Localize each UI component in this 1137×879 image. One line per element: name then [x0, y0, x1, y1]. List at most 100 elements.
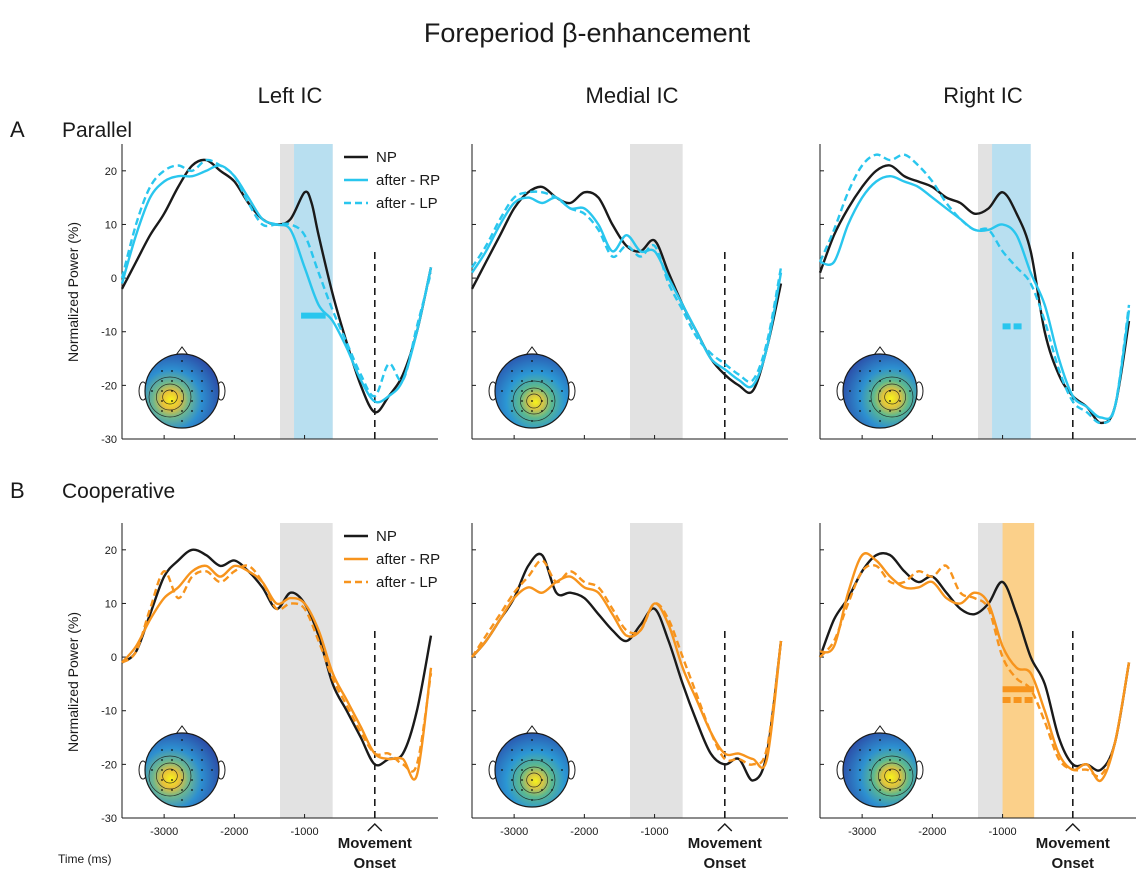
topomap-electrode-a-medial — [541, 410, 543, 412]
topomap-electrode-b-right — [899, 759, 901, 761]
topomap-electrode-a-right — [899, 390, 901, 392]
topomap-electrode-b-right — [879, 769, 881, 771]
x-tick-label-b-right: -2000 — [918, 826, 946, 838]
topomap-electrode-a-right — [849, 390, 851, 392]
topomap-contour-b-left-2 — [148, 755, 192, 797]
topomap-electrode-b-left — [201, 789, 203, 791]
x-tick-label-b-right: -1000 — [989, 826, 1017, 838]
topomap-electrode-b-medial — [551, 789, 553, 791]
series-line-a-medial-0 — [470, 185, 783, 395]
topomap-electrode-a-left — [171, 390, 173, 392]
movement-onset-label-b-right: Movement — [1036, 835, 1110, 852]
topomap-electrode-b-left — [181, 799, 183, 801]
topomap-electrode-b-left — [181, 759, 183, 761]
topomap-electrode-a-medial — [521, 400, 523, 402]
topomap-electrode-a-right — [889, 400, 891, 402]
movement-onset-label-b-medial: Movement — [688, 835, 762, 852]
topomap-electrode-b-medial — [551, 759, 553, 761]
topomap-electrode-a-right — [869, 400, 871, 402]
movement-onset-label-b-left: Movement — [338, 835, 412, 852]
topomap-electrode-a-right — [879, 360, 881, 362]
topomap-electrode-a-left — [191, 380, 193, 382]
series-line-a-medial-2 — [470, 190, 783, 383]
series-line-b-right-2 — [819, 563, 1131, 778]
topomap-electrode-b-right — [859, 759, 861, 761]
legend-label-a-left-2: after - LP — [376, 195, 438, 212]
topomap-electrode-b-right — [889, 789, 891, 791]
topomap-electrode-a-right — [859, 380, 861, 382]
topomap-contour-b-right-0 — [884, 768, 900, 784]
topomap-contour-a-right-1 — [877, 383, 906, 411]
topomap-electrode-a-right — [879, 400, 881, 402]
topomap-electrode-b-left — [171, 759, 173, 761]
topomap-electrode-b-left — [151, 769, 153, 771]
topomap-electrode-a-medial — [561, 390, 563, 392]
topomap-electrode-b-left — [181, 769, 183, 771]
topomap-electrode-a-medial — [511, 410, 513, 412]
onset-label-b-right: Onset — [1052, 855, 1095, 872]
topomap-electrode-a-right — [899, 380, 901, 382]
panel-a-right — [818, 144, 1136, 440]
topomap-nose-a-right — [873, 346, 887, 356]
topomap-electrode-b-medial — [531, 759, 533, 761]
topomap-electrode-b-right — [889, 769, 891, 771]
topomap-electrode-b-left — [171, 779, 173, 781]
topomap-electrode-b-right — [869, 769, 871, 771]
topomap-electrode-b-right — [899, 769, 901, 771]
topomap-electrode-b-right — [879, 789, 881, 791]
topomap-electrode-a-medial — [511, 390, 513, 392]
topomap-electrode-a-medial — [551, 390, 553, 392]
topomap-electrode-b-right — [869, 789, 871, 791]
panel-b-left: 20 10 0 -10 -20 -30 -3000 -2000 -1000 NP after - R… — [101, 523, 440, 872]
significance-window-a-right — [992, 144, 1031, 439]
topomap-electrode-a-left — [171, 380, 173, 382]
topomap-electrode-b-right — [879, 779, 881, 781]
topomap-electrode-b-medial — [511, 779, 513, 781]
topomap-nose-b-right — [873, 725, 887, 735]
topomap-electrode-a-left — [201, 370, 203, 372]
x-tick-label-b-left: -1000 — [291, 826, 319, 838]
topomap-electrode-b-medial — [531, 769, 533, 771]
topomap-electrode-a-left — [191, 370, 193, 372]
topomap-electrode-a-right — [909, 390, 911, 392]
topomap-electrode-b-medial — [511, 769, 513, 771]
topomap-electrode-a-right — [899, 400, 901, 402]
topomap-electrode-b-left — [191, 749, 193, 751]
column-title-medial: Medial IC — [586, 83, 679, 108]
topomap-electrode-a-left — [181, 380, 183, 382]
topomap-electrode-a-medial — [551, 400, 553, 402]
y-tick-label-b-left: -10 — [101, 706, 117, 718]
topomap-contour-a-right-0 — [884, 389, 900, 405]
topomap-electrode-a-left — [171, 370, 173, 372]
topomap-electrode-b-left — [161, 789, 163, 791]
topomap-electrode-a-medial — [551, 370, 553, 372]
series-line-b-left-1 — [121, 564, 433, 781]
topomap-electrode-a-left — [181, 410, 183, 412]
topomap-electrode-a-left — [171, 400, 173, 402]
topomap-electrode-b-right — [859, 779, 861, 781]
topomap-electrode-b-right — [889, 759, 891, 761]
y-axis-label-cooperative: Normalized Power (%) — [65, 612, 81, 752]
topomap-electrode-a-right — [879, 370, 881, 372]
topomap-electrode-a-left — [161, 410, 163, 412]
topomap-electrode-a-left — [181, 370, 183, 372]
legend-label-b-left-2: after - LP — [376, 574, 438, 591]
topomap-electrode-b-left — [201, 779, 203, 781]
topomap-electrode-a-right — [859, 370, 861, 372]
topomap-electrode-b-left — [161, 749, 163, 751]
topomap-electrode-b-medial — [521, 779, 523, 781]
panel-b-medial: -3000 -2000 -1000 Movement Onset — [470, 523, 788, 872]
y-tick-label-a-left: -30 — [101, 434, 117, 446]
topomap-electrode-a-left — [181, 420, 183, 422]
y-axis-label-parallel: Normalized Power (%) — [65, 222, 81, 362]
topomap-electrode-b-left — [201, 759, 203, 761]
topomap-electrode-a-medial — [511, 370, 513, 372]
series-line-b-medial-1 — [471, 575, 783, 770]
topomap-electrode-b-left — [191, 769, 193, 771]
topomap-electrode-b-left — [171, 789, 173, 791]
topomap-electrode-b-right — [909, 769, 911, 771]
topomap-electrode-b-left — [171, 769, 173, 771]
topomap-electrode-a-right — [859, 410, 861, 412]
legend-label-a-left-0: NP — [376, 149, 397, 166]
topomap-electrode-a-medial — [501, 390, 503, 392]
